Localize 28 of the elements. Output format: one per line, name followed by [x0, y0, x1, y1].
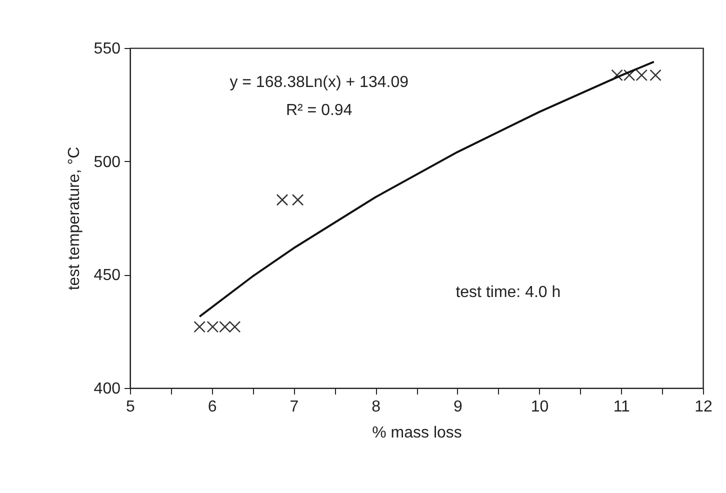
- x-tick-label: 8: [372, 398, 381, 416]
- y-tick-label: 400: [94, 380, 121, 398]
- y-tick-label: 450: [94, 267, 121, 284]
- x-tick-label: 9: [453, 398, 462, 416]
- annotation: test time: 4.0 h: [456, 284, 561, 301]
- point: [623, 69, 636, 82]
- x-tick-label: 12: [694, 398, 712, 416]
- x-tick-label: 6: [208, 398, 217, 416]
- y-axis-title: test temperature, °C: [66, 146, 83, 290]
- point: [228, 320, 241, 333]
- point: [611, 69, 623, 82]
- x-tick-label: 10: [530, 398, 549, 416]
- point: [276, 194, 288, 206]
- y-tick-label: 500: [94, 154, 121, 171]
- x-tick-label: 11: [613, 398, 630, 416]
- x-tick-label: 5: [126, 398, 136, 416]
- y-tick-label: 550: [94, 40, 121, 58]
- point: [292, 194, 304, 206]
- point: [206, 320, 219, 333]
- x-axis-title: % mass loss: [372, 424, 462, 442]
- point: [636, 69, 648, 82]
- annotation: R² = 0.94: [286, 102, 352, 119]
- x-tick-label: 7: [290, 398, 299, 416]
- point: [219, 320, 231, 333]
- annotation: y = 168.38Ln(x) + 134.09: [230, 74, 409, 91]
- line-series: [198, 60, 655, 318]
- point: [194, 320, 206, 333]
- point: [650, 69, 662, 82]
